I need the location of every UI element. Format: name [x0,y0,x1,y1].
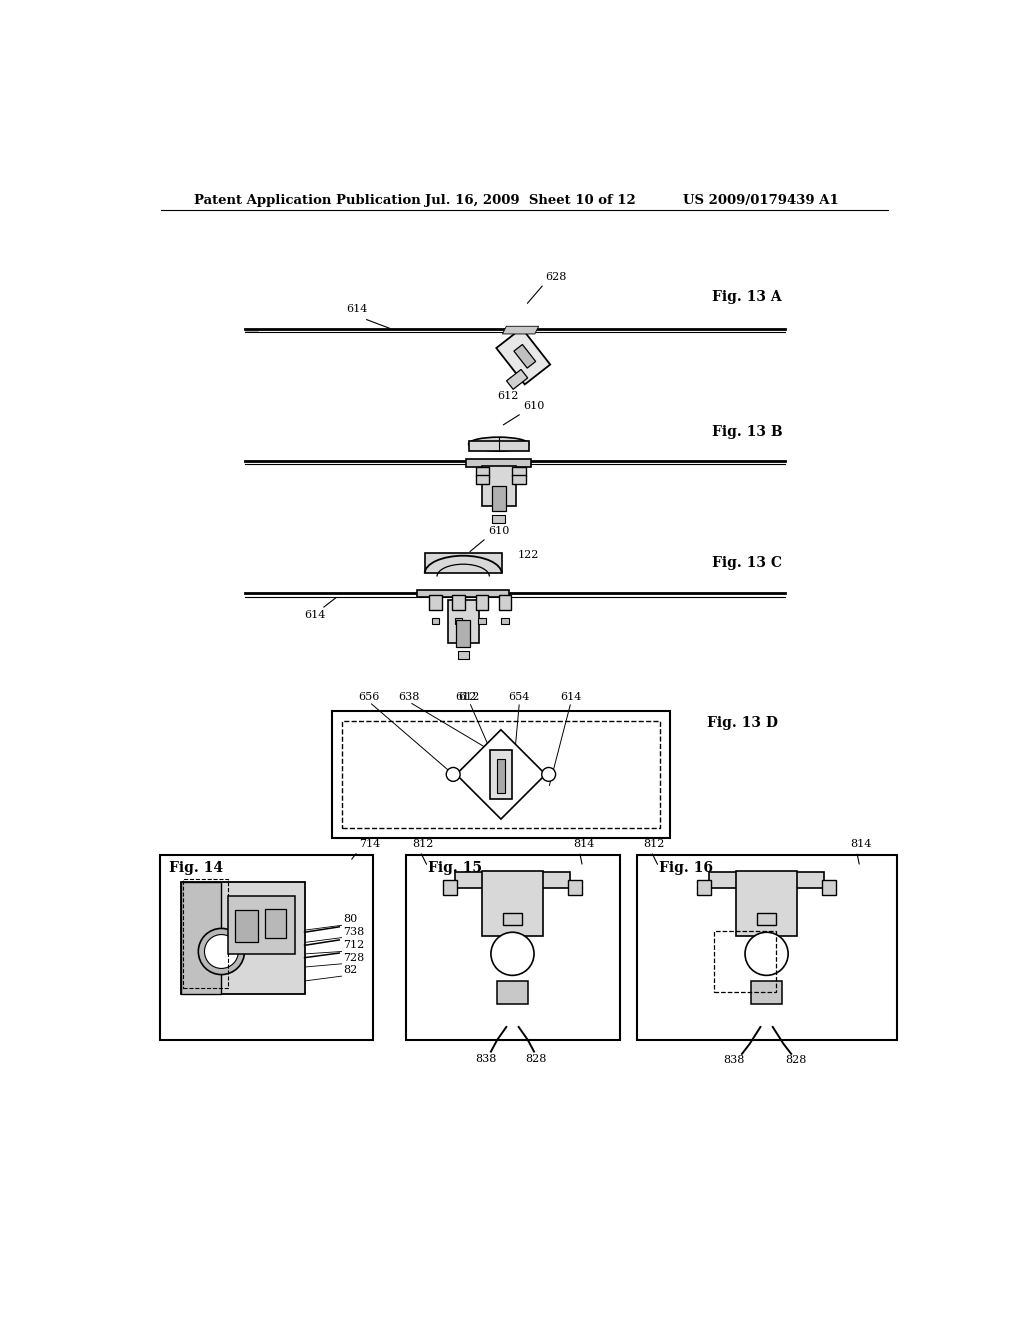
Bar [458,651,469,659]
Bar [497,759,505,793]
Text: 614: 614 [560,693,582,702]
Bar [822,880,836,895]
Bar [407,855,620,1040]
Polygon shape [503,326,539,334]
Bar [709,873,824,887]
Bar [432,618,439,624]
Bar [333,711,670,838]
Bar [342,721,660,829]
Bar [236,909,258,942]
Text: 122: 122 [518,549,540,560]
Bar [453,595,465,610]
Text: 628: 628 [546,272,567,282]
Text: Patent Application Publication: Patent Application Publication [195,194,421,207]
Circle shape [745,932,788,975]
Bar [443,880,457,895]
Text: 838: 838 [475,1053,497,1064]
Bar [475,467,489,477]
Bar [499,595,511,610]
Text: US 2009/0179439 A1: US 2009/0179439 A1 [683,194,840,207]
Bar [425,553,502,573]
Bar [417,590,509,598]
Bar [481,466,515,506]
Text: 612: 612 [456,692,477,702]
Text: Fig. 13 D: Fig. 13 D [707,715,777,730]
Text: 712: 712 [343,940,365,950]
Bar [160,855,373,1040]
Bar [457,619,470,647]
Bar [493,515,505,523]
Bar [181,882,221,994]
Polygon shape [514,345,536,368]
Bar [455,873,570,887]
Text: Fig. 16: Fig. 16 [658,861,713,875]
Circle shape [446,767,460,781]
Bar [492,487,506,511]
Text: 654: 654 [509,693,530,702]
Bar [637,855,897,1040]
Polygon shape [497,329,550,384]
Bar [455,618,463,624]
Bar [714,931,776,993]
Text: 814: 814 [573,840,595,849]
Text: 738: 738 [343,927,365,937]
Ellipse shape [469,437,528,451]
Text: 614: 614 [346,304,368,314]
Bar [758,913,776,924]
Text: 812: 812 [643,840,665,849]
Bar [475,475,489,484]
Text: Jul. 16, 2009  Sheet 10 of 12: Jul. 16, 2009 Sheet 10 of 12 [425,194,636,207]
Bar [469,441,528,451]
Polygon shape [457,730,546,818]
Bar [475,595,487,610]
Text: 828: 828 [785,1055,807,1065]
Text: 728: 728 [343,953,365,962]
Bar [501,618,509,624]
Bar [181,882,304,994]
Text: Fig. 13 A: Fig. 13 A [712,290,781,304]
Text: Fig. 13 C: Fig. 13 C [712,556,782,569]
Bar [745,880,788,903]
Text: Fig. 14: Fig. 14 [169,861,223,875]
Text: 610: 610 [487,525,509,536]
Bar [227,896,295,954]
Bar [478,618,485,624]
Bar [697,880,711,895]
Bar [736,871,798,936]
Text: 714: 714 [359,840,381,849]
Bar [568,880,582,895]
Text: 838: 838 [724,1055,744,1065]
Bar [466,459,531,467]
Bar [264,909,286,939]
Text: 656: 656 [358,693,380,702]
Bar [490,880,535,903]
Text: 812: 812 [413,840,434,849]
Text: 80: 80 [343,915,357,924]
Text: 828: 828 [525,1053,546,1064]
Bar [481,871,544,936]
Polygon shape [507,370,527,389]
Circle shape [205,935,239,969]
Bar [490,750,512,799]
Text: 814: 814 [851,840,871,849]
Circle shape [199,928,245,974]
Circle shape [490,932,535,975]
Text: 610: 610 [523,401,545,411]
Text: 638: 638 [398,693,420,702]
Bar [512,475,526,484]
Text: Fig. 15: Fig. 15 [428,861,481,875]
Bar [429,595,441,610]
Text: 612: 612 [459,693,480,702]
Bar [503,913,521,924]
Text: 82: 82 [343,965,357,975]
Circle shape [542,767,556,781]
Text: Fig. 13 B: Fig. 13 B [712,425,782,438]
Bar [752,981,782,1003]
Bar [512,467,526,477]
Text: 614: 614 [304,610,326,620]
Bar [447,601,478,643]
Bar [497,981,528,1003]
Text: 612: 612 [498,391,518,401]
Bar [183,879,227,987]
